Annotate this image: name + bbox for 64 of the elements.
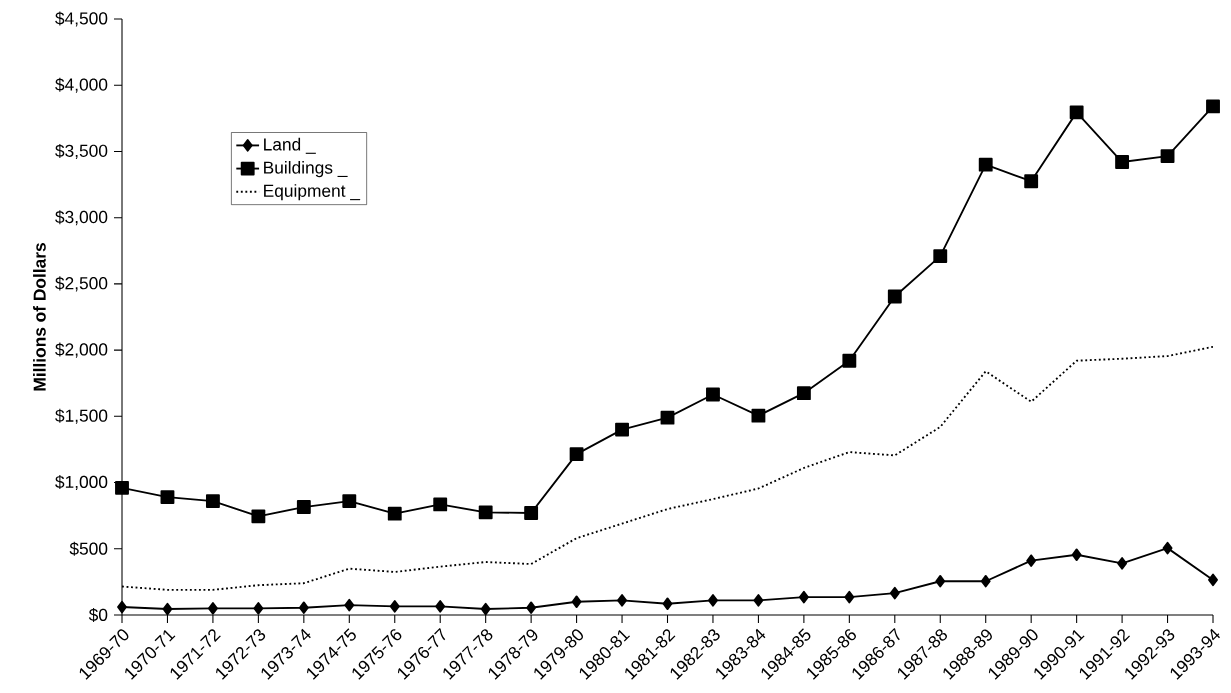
point bbox=[1024, 174, 1039, 189]
point bbox=[524, 506, 539, 520]
point bbox=[660, 410, 675, 425]
y-tick-label: $4,000 bbox=[55, 77, 108, 93]
point bbox=[978, 157, 993, 172]
point bbox=[1026, 554, 1037, 567]
y-tick-label: $4,500 bbox=[55, 11, 108, 27]
y-tick-label: $2,500 bbox=[55, 276, 108, 292]
point bbox=[526, 601, 537, 614]
point bbox=[1162, 541, 1173, 555]
y-axis-title: Millions of Dollars bbox=[33, 243, 46, 391]
point bbox=[935, 574, 946, 588]
point bbox=[480, 602, 491, 616]
y-tick-label: $3,500 bbox=[55, 143, 108, 159]
point bbox=[662, 597, 673, 611]
point bbox=[980, 574, 991, 588]
point bbox=[296, 500, 311, 514]
point bbox=[478, 505, 493, 520]
y-tick-label: $1,500 bbox=[55, 408, 108, 424]
point bbox=[844, 590, 855, 604]
legend-label: Equipment _ bbox=[264, 184, 361, 201]
point bbox=[207, 602, 218, 615]
y-tick-label: $3,000 bbox=[55, 210, 108, 226]
point bbox=[708, 594, 718, 607]
point bbox=[1069, 105, 1084, 120]
point bbox=[1117, 557, 1128, 570]
y-tick-label: $1,000 bbox=[55, 475, 108, 491]
point bbox=[251, 509, 266, 524]
point bbox=[706, 387, 720, 402]
y-tick-label: $2,000 bbox=[55, 342, 108, 358]
point bbox=[753, 594, 764, 607]
point bbox=[889, 586, 900, 600]
legend-label: Buildings _ bbox=[264, 160, 348, 178]
legend-label: Land _ bbox=[264, 137, 316, 154]
point bbox=[751, 408, 766, 423]
point bbox=[569, 447, 584, 462]
point bbox=[1208, 573, 1218, 587]
point bbox=[615, 422, 629, 437]
point bbox=[798, 590, 809, 604]
point bbox=[1206, 99, 1220, 114]
point bbox=[117, 600, 127, 614]
point bbox=[842, 353, 857, 368]
point bbox=[253, 602, 264, 615]
point bbox=[205, 494, 220, 509]
point bbox=[162, 602, 173, 616]
point bbox=[571, 595, 582, 609]
point bbox=[1071, 548, 1082, 562]
point bbox=[1160, 149, 1175, 164]
y-tick-label: $500 bbox=[69, 541, 108, 556]
point bbox=[344, 598, 355, 612]
point bbox=[342, 494, 357, 509]
point bbox=[1115, 155, 1130, 169]
point bbox=[389, 600, 400, 613]
point bbox=[387, 506, 402, 521]
point bbox=[933, 249, 948, 264]
point bbox=[796, 386, 811, 401]
point bbox=[887, 289, 902, 304]
point bbox=[115, 480, 129, 495]
point bbox=[433, 497, 448, 512]
y-tick-label: $0 bbox=[88, 607, 108, 623]
point bbox=[617, 594, 627, 607]
point bbox=[435, 600, 446, 613]
point bbox=[160, 490, 175, 505]
point bbox=[298, 601, 309, 614]
